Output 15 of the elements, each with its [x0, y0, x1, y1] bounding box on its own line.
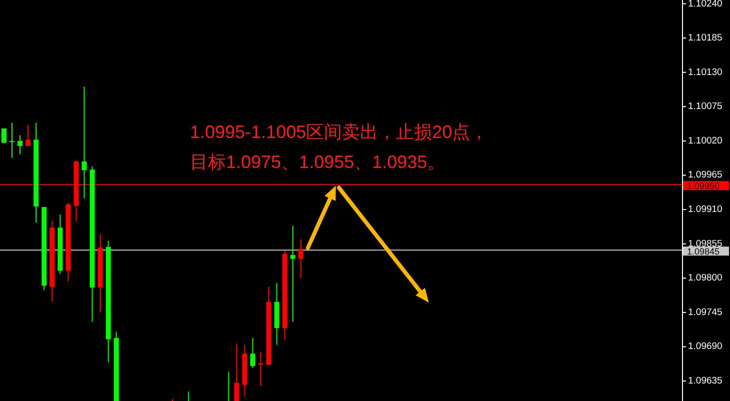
- y-tick-label: 1.09745: [688, 306, 722, 318]
- annotation: 1.0995-1.1005区间卖出，止损20点，: [190, 122, 488, 142]
- y-tick-label: 1.09910: [688, 204, 722, 216]
- y-tick-label: 1.10020: [688, 135, 722, 146]
- y-tick-label: 1.10185: [688, 32, 722, 44]
- y-tick-label: 1.09635: [688, 376, 722, 387]
- y-tick-label: 1.09965: [688, 170, 722, 181]
- y-tick-label: 1.10130: [688, 66, 722, 78]
- y-tick-label: 1.09800: [688, 272, 722, 284]
- ref-line-label: 1.09950: [687, 181, 720, 192]
- ref-line-label: 1.09845: [687, 246, 720, 257]
- y-tick-label: 1.09855: [688, 238, 722, 250]
- annotation: 目标1.0975、1.0955、1.0935。: [190, 152, 446, 172]
- y-tick-label: 1.10075: [688, 101, 722, 112]
- y-tick-label: 1.09690: [688, 341, 722, 352]
